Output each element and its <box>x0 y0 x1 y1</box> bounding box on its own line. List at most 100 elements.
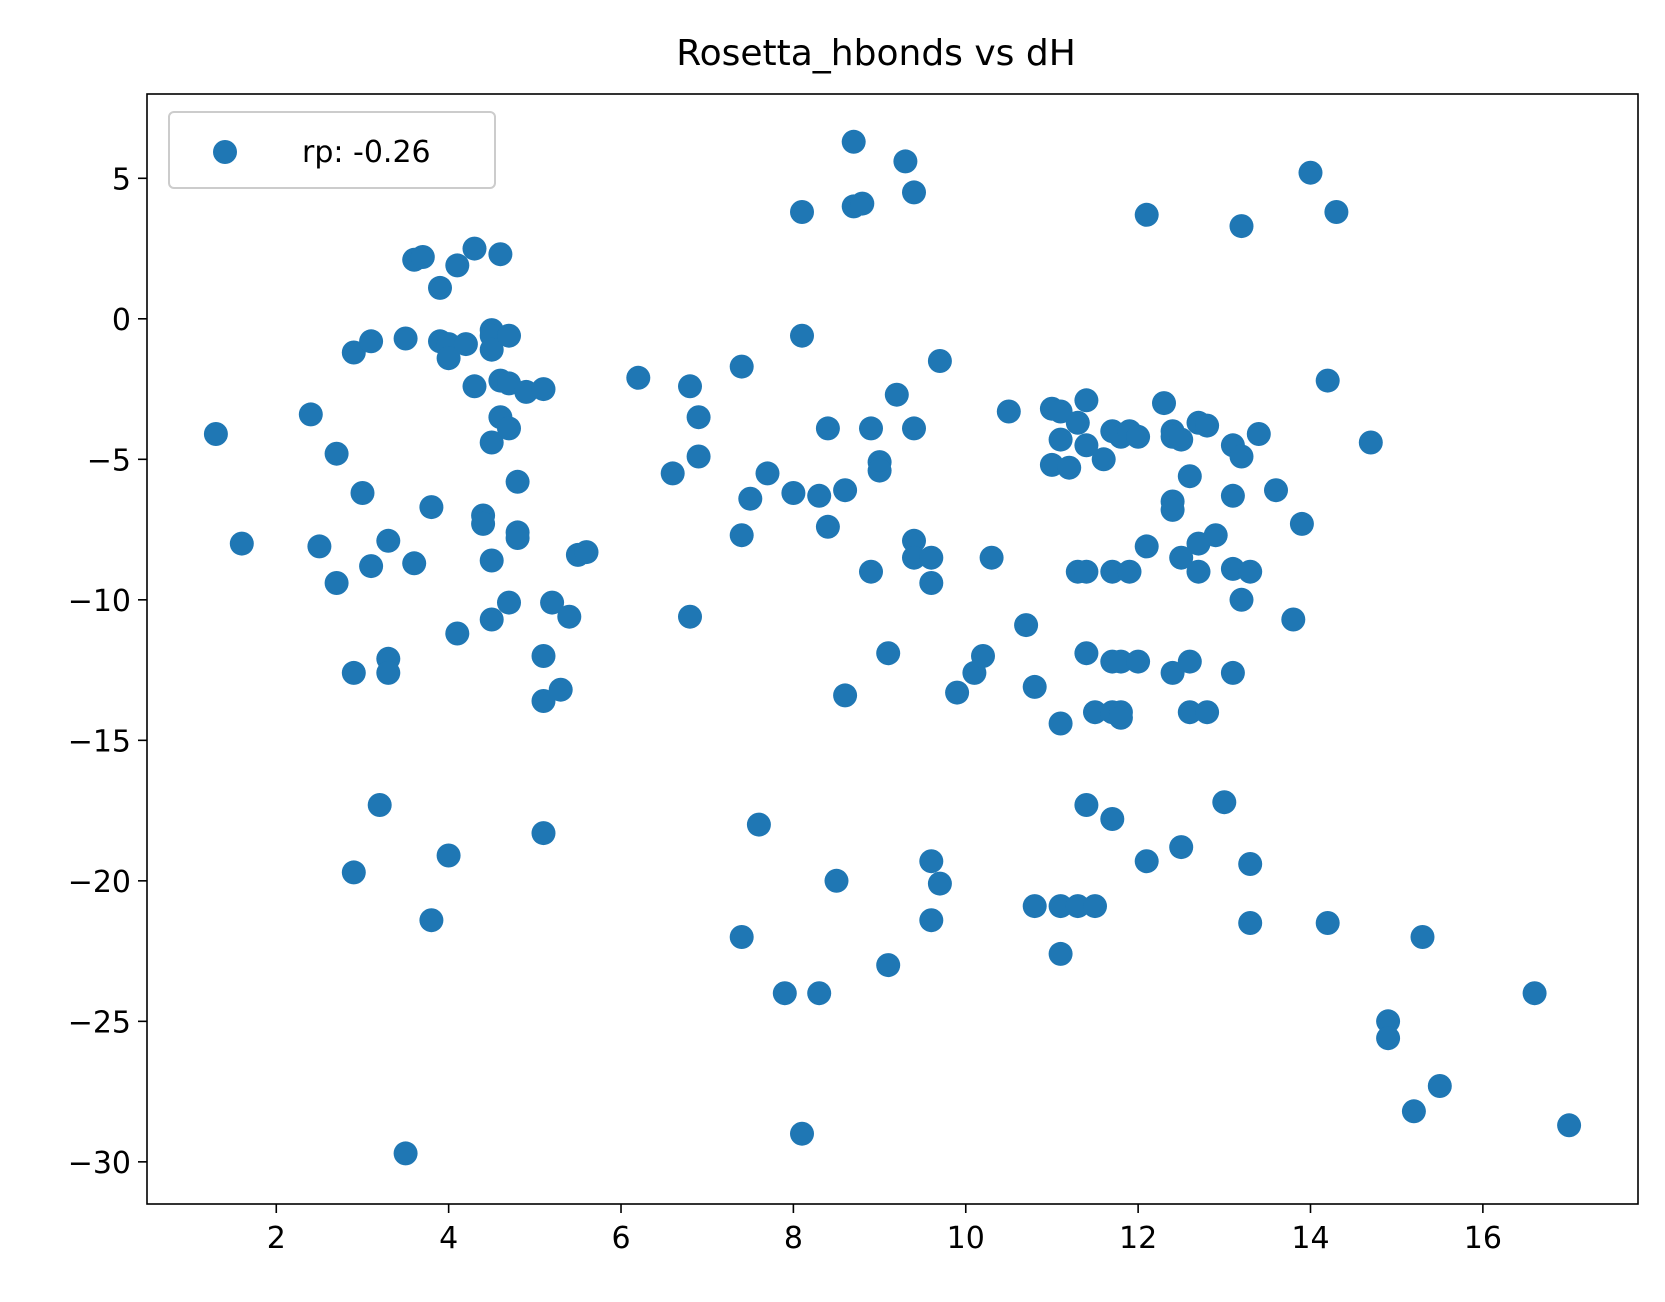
data-point <box>876 953 901 978</box>
y-tick-label: −10 <box>68 584 131 619</box>
data-point <box>479 607 504 632</box>
data-point <box>1048 894 1073 919</box>
data-point <box>919 571 944 595</box>
data-point <box>471 511 496 536</box>
data-point <box>367 793 392 817</box>
data-point <box>738 486 763 511</box>
data-point <box>1126 424 1151 449</box>
y-tick-label: 0 <box>112 303 131 338</box>
y-tick-label: −20 <box>68 865 131 900</box>
data-point <box>1401 1099 1426 1124</box>
data-point <box>833 683 858 708</box>
data-point <box>203 422 228 446</box>
data-point <box>1100 559 1125 584</box>
data-point <box>350 481 375 505</box>
data-point <box>902 528 926 553</box>
data-point <box>971 644 995 668</box>
legend-box <box>168 111 496 189</box>
data-point <box>341 860 366 885</box>
data-point <box>1177 464 1202 489</box>
x-tick-label: 10 <box>947 1221 985 1256</box>
data-point <box>1100 807 1125 831</box>
data-point <box>428 275 452 300</box>
data-point <box>497 323 521 348</box>
data-point <box>815 416 840 441</box>
data-point <box>678 604 702 629</box>
y-tick-label: −25 <box>68 1005 131 1040</box>
data-point <box>790 1121 814 1146</box>
data-point <box>531 377 556 402</box>
data-point <box>376 528 401 553</box>
data-point <box>1074 388 1099 413</box>
data-point <box>867 458 892 483</box>
data-point <box>1177 649 1202 674</box>
x-tick-label: 16 <box>1464 1221 1502 1256</box>
data-point <box>807 981 832 1006</box>
data-point <box>1117 559 1142 584</box>
data-point <box>686 444 711 469</box>
data-point <box>626 365 651 390</box>
data-point <box>1126 649 1151 674</box>
data-point <box>927 349 952 373</box>
data-point <box>686 405 711 430</box>
data-point <box>376 660 401 685</box>
data-point <box>996 399 1021 424</box>
y-tick-label: −30 <box>68 1146 131 1181</box>
data-point <box>1169 545 1194 570</box>
data-point <box>833 478 858 503</box>
data-point <box>359 329 384 354</box>
data-point <box>1091 447 1116 472</box>
data-point <box>790 200 814 224</box>
data-point <box>393 326 418 351</box>
data-point <box>1298 160 1323 185</box>
data-point <box>1169 835 1194 860</box>
data-point <box>1048 399 1073 424</box>
data-point <box>902 416 926 441</box>
data-point <box>410 245 435 269</box>
y-tick-label: −5 <box>87 443 131 478</box>
ticks-layer: 2 4 6 8 10 12 14 16 5 0 −5 −10 −15 −20 −25 −30 <box>68 162 1502 1256</box>
data-point <box>1083 894 1107 919</box>
plot-frame <box>146 93 1639 1205</box>
data-point <box>1220 660 1245 685</box>
data-point <box>479 337 504 362</box>
data-point <box>402 551 427 576</box>
x-tick-label: 4 <box>439 1221 458 1256</box>
data-point <box>807 483 832 508</box>
data-point <box>859 559 883 584</box>
data-point <box>453 332 478 357</box>
data-point <box>436 346 461 371</box>
data-point <box>1289 511 1314 536</box>
data-point <box>324 571 349 595</box>
data-point <box>919 849 944 874</box>
data-point <box>445 621 470 646</box>
chart-title: Rosetta_hbonds vs dH <box>676 33 1076 74</box>
data-point <box>1229 587 1254 612</box>
data-point <box>1376 1009 1401 1034</box>
data-point <box>298 402 323 427</box>
data-point <box>1022 894 1047 919</box>
data-point <box>1134 202 1159 227</box>
data-point <box>479 430 504 455</box>
data-point <box>876 641 901 666</box>
data-point <box>1108 705 1133 730</box>
data-point <box>1186 559 1211 584</box>
data-point <box>678 374 702 399</box>
x-tick-label: 2 <box>267 1221 286 1256</box>
data-point <box>1014 613 1039 638</box>
data-point <box>1048 941 1073 966</box>
data-point <box>1022 674 1047 699</box>
points-layer <box>203 129 1582 1166</box>
data-point <box>729 523 754 548</box>
data-point <box>884 382 909 407</box>
data-point <box>307 534 332 559</box>
data-point <box>497 416 521 441</box>
data-point <box>1169 427 1194 452</box>
data-point <box>660 461 685 486</box>
data-point <box>419 908 444 933</box>
data-point <box>1557 1113 1582 1138</box>
data-point <box>1074 641 1099 666</box>
data-point <box>927 871 952 896</box>
data-point <box>1074 793 1099 817</box>
